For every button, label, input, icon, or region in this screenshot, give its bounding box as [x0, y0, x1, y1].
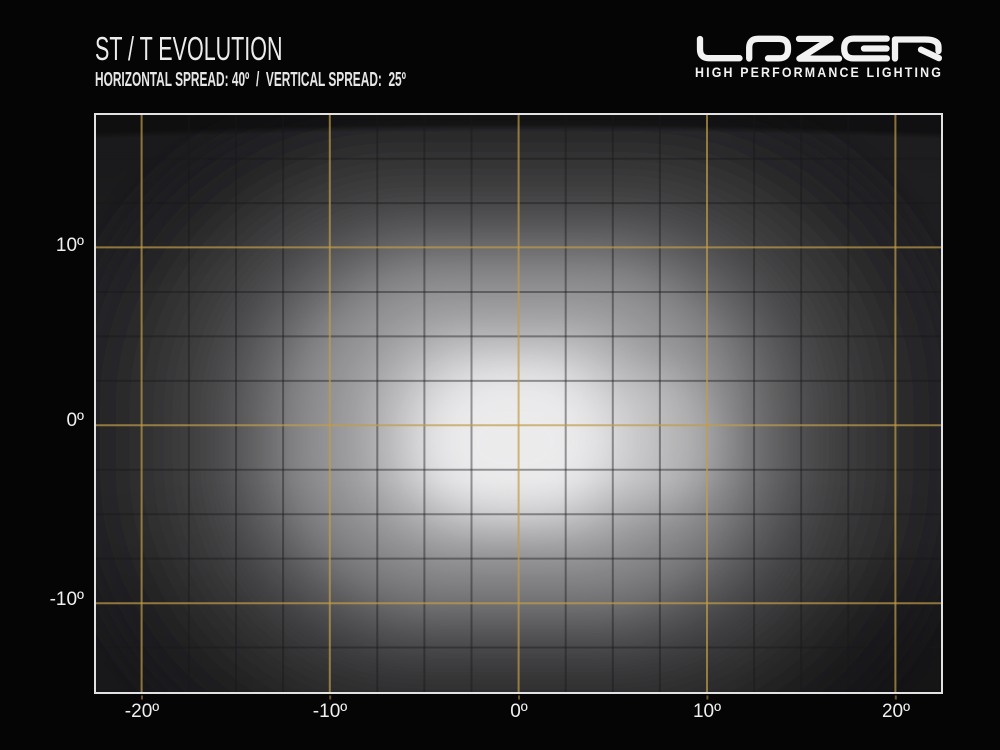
svg-text:HIGH PERFORMANCE LIGHTING: HIGH PERFORMANCE LIGHTING — [695, 65, 943, 80]
